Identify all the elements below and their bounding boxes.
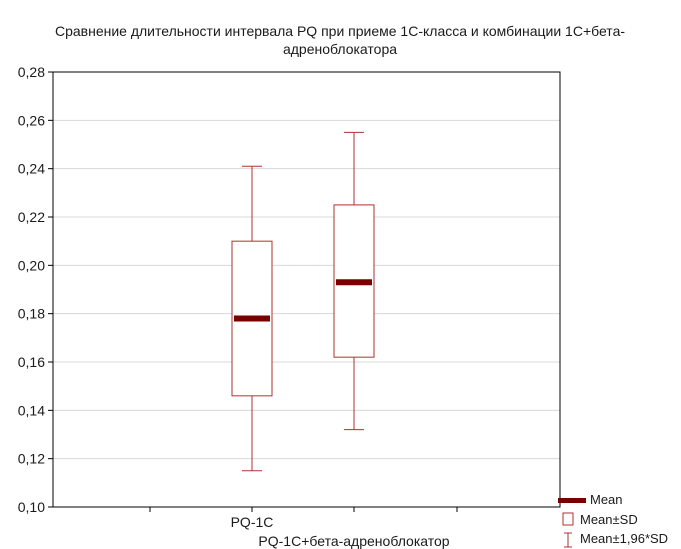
legend-mean-swatch (558, 498, 586, 503)
chart-title-line-1: Сравнение длительности интервала PQ при … (54, 23, 626, 39)
x-category-label: PQ-1C+бета-адреноблокатор (258, 533, 449, 549)
y-tick-label: 0,22 (18, 209, 45, 225)
mean-marker (234, 315, 270, 322)
legend-label: Mean±1,96*SD (580, 531, 668, 546)
boxes-layer (231, 131, 375, 472)
y-axis: 0,10 0,12 0,14 0,16 0,18 0,20 0,22 0,24 0,26 0,28 (18, 64, 53, 515)
x-category-label: PQ-1C (231, 514, 274, 530)
grid-layer (53, 119, 560, 460)
y-tick-label: 0,16 (18, 354, 45, 370)
x-axis: PQ-1C PQ-1C+бета-адреноблокатор (149, 507, 458, 549)
legend-label: Mean (590, 492, 623, 507)
chart-title-line-2: адреноблокатора (282, 41, 398, 57)
box-group (333, 131, 375, 431)
plot-frame (52, 71, 561, 508)
y-tick-label: 0,26 (18, 112, 45, 128)
legend: Mean Mean±SD Mean±1,96*SD (558, 492, 668, 548)
y-tick-label: 0,12 (18, 451, 45, 467)
y-tick-label: 0,18 (18, 306, 45, 322)
y-tick-label: 0,14 (18, 402, 45, 418)
y-tick-label: 0,10 (18, 499, 45, 515)
box-group (231, 165, 273, 472)
legend-sd-swatch (562, 512, 574, 526)
chart-title: Сравнение длительности интервала PQ при … (30, 22, 650, 58)
legend-label: Mean±SD (580, 512, 638, 527)
y-tick-label: 0,24 (18, 161, 45, 177)
mean-marker (336, 279, 372, 286)
y-tick-label: 0,20 (18, 257, 45, 273)
y-tick-label: 0,28 (18, 64, 45, 80)
